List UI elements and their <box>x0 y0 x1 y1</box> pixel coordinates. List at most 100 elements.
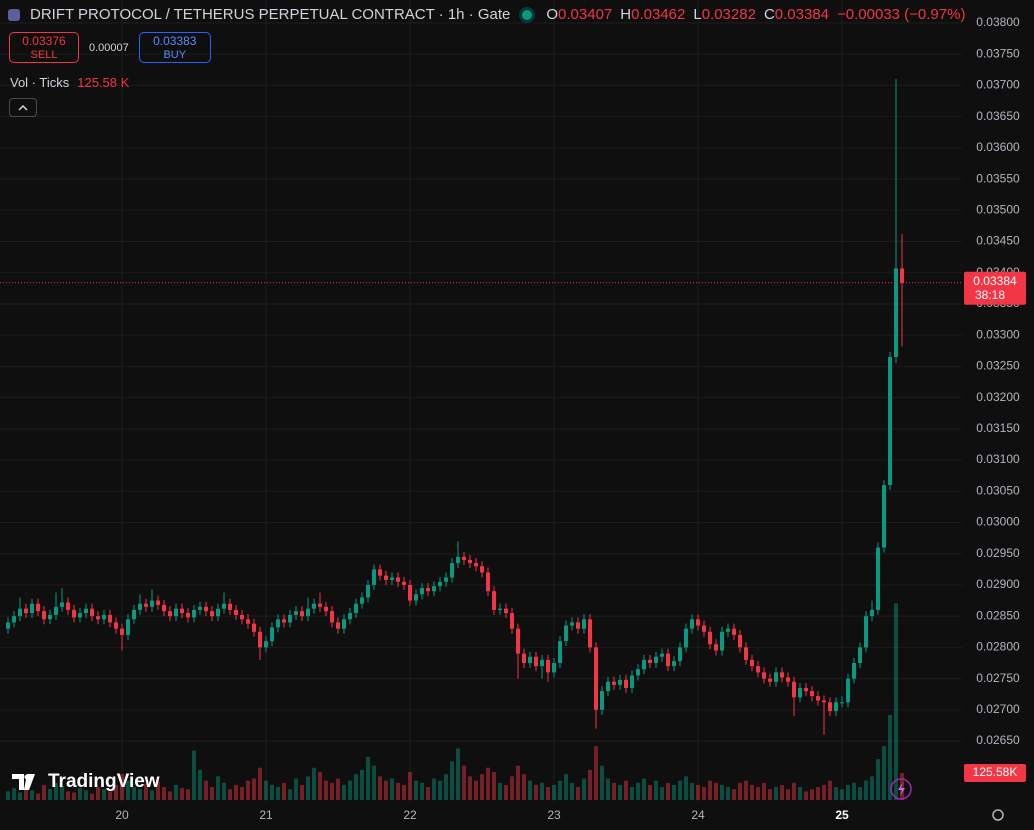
y-tick-label: 0.03750 <box>976 46 1020 60</box>
candle-body <box>426 588 430 592</box>
volume-bar <box>444 774 448 800</box>
candle-body <box>504 608 508 614</box>
ohlc-value: 0.03462 <box>631 6 686 23</box>
candle-body <box>900 268 904 283</box>
volume-bar <box>288 789 292 800</box>
candle-body <box>450 563 454 578</box>
candle-body <box>336 622 340 629</box>
candle-body <box>282 619 286 623</box>
candle-body <box>414 594 418 601</box>
candle-body <box>342 619 346 629</box>
collapse-button[interactable] <box>9 98 37 117</box>
ohlc-letter: L <box>693 6 702 23</box>
volume-bar <box>654 780 658 800</box>
candle-body <box>612 681 616 685</box>
candle-body <box>402 581 406 585</box>
candle-body <box>264 641 268 648</box>
candle-body <box>348 613 352 620</box>
alert-icon[interactable] <box>890 778 912 800</box>
volume-bar <box>630 787 634 800</box>
volume-bar <box>750 784 754 800</box>
volume-bar <box>666 782 670 800</box>
sell-button[interactable]: 0.03376 SELL <box>9 32 79 63</box>
y-tick-label: 0.03650 <box>976 109 1020 123</box>
ohlc-value: 0.03282 <box>701 6 756 23</box>
volume-bar <box>42 784 46 800</box>
candle-body <box>30 603 34 614</box>
candle-body <box>48 614 52 620</box>
price-tag-value: 0.03384 <box>973 274 1017 288</box>
y-tick-label: 0.03600 <box>976 140 1020 154</box>
volume-bar <box>768 789 772 800</box>
candle-body <box>204 606 208 612</box>
volume-bar <box>486 767 490 800</box>
volume-bar <box>786 789 790 800</box>
volume-bar <box>414 780 418 800</box>
volume-bar <box>636 782 640 800</box>
candle-body <box>624 679 628 688</box>
volume-bar <box>648 784 652 800</box>
candle-body <box>12 616 16 623</box>
logo: TradingView <box>12 771 160 792</box>
volume-bar <box>450 761 454 800</box>
volume-bar <box>888 715 892 800</box>
volume-bar <box>240 787 244 800</box>
volume-bar <box>894 603 898 800</box>
trade-buttons: 0.03376 SELL 0.00007 0.03383 BUY <box>9 32 211 63</box>
candle-body <box>144 603 148 607</box>
candle-body <box>492 591 496 610</box>
y-tick-label: 0.03200 <box>976 390 1020 404</box>
volume-bar <box>840 789 844 800</box>
candle-body <box>864 616 868 648</box>
volume-bar <box>294 778 298 800</box>
candle-body <box>822 700 826 703</box>
candle-body <box>138 603 142 610</box>
candle-body <box>816 696 820 701</box>
candle-body <box>678 647 682 662</box>
candle-body <box>642 659 646 670</box>
volume-bar <box>510 776 514 800</box>
logo-mark <box>12 774 35 790</box>
candle-body <box>480 566 484 573</box>
volume-bar <box>870 776 874 800</box>
volume-bar <box>468 776 472 800</box>
x-tick-label: 25 <box>835 808 849 822</box>
volume-bar <box>276 787 280 800</box>
volume-bar <box>624 780 628 800</box>
volume-bar <box>558 780 562 800</box>
candle-body <box>636 669 640 676</box>
volume-bar <box>810 789 814 800</box>
y-tick-label: 0.03300 <box>976 327 1020 341</box>
volume-bar <box>828 780 832 800</box>
volume-bar <box>408 772 412 800</box>
volume-bars <box>6 603 904 800</box>
settings-icon[interactable] <box>992 809 1004 821</box>
y-tick-label: 0.02650 <box>976 733 1020 747</box>
candle-body <box>870 609 874 617</box>
candle-body <box>384 575 388 580</box>
volume-bar <box>858 787 862 800</box>
candle-body <box>468 559 472 564</box>
candle-body <box>192 609 196 618</box>
candle-body <box>486 572 490 592</box>
candle-body <box>594 647 598 710</box>
candle-body <box>90 608 94 617</box>
candle-body <box>240 614 244 620</box>
price-tag <box>964 271 1026 305</box>
candle-body <box>150 600 154 607</box>
buy-button[interactable]: 0.03383 BUY <box>138 32 211 63</box>
volume-bar <box>6 791 10 800</box>
volume-bar <box>168 791 172 800</box>
volume-bar <box>708 780 712 800</box>
y-tick-label: 0.03450 <box>976 234 1020 248</box>
candle-body <box>660 653 664 657</box>
candle-body <box>114 622 118 629</box>
volume-bar <box>120 774 124 800</box>
candle-body <box>510 613 514 629</box>
candle-body <box>810 691 814 697</box>
candle-body <box>246 619 250 624</box>
volume-bar <box>78 788 82 800</box>
candle-body <box>162 604 166 612</box>
y-tick-label: 0.03150 <box>976 421 1020 435</box>
